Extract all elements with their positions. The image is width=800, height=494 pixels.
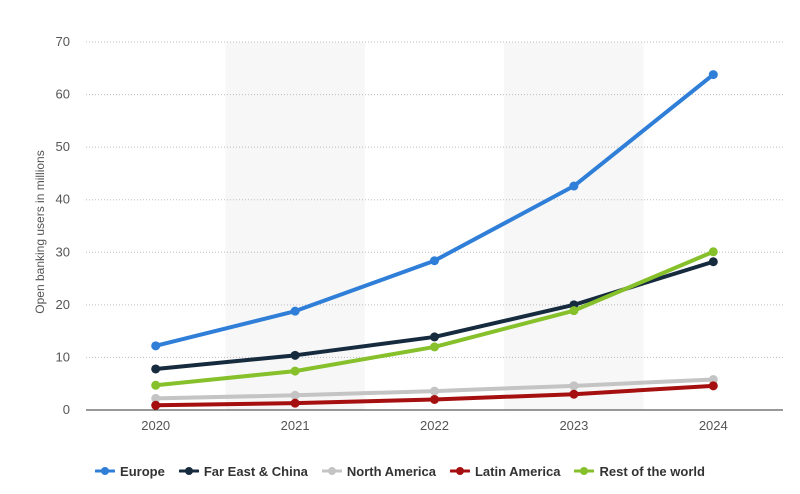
y-tick-label-30: 30: [56, 244, 70, 259]
gridlines: [86, 41, 783, 358]
y-tick-label-60: 60: [56, 87, 70, 102]
data-point-rest-of-the-world-2023[interactable]: [569, 306, 579, 316]
y-axis-ticks: 0 10 20 30 40 50 60 70: [56, 34, 70, 417]
x-tick-label-2023: 2023: [559, 418, 588, 433]
data-point-europe-2024[interactable]: [708, 70, 718, 80]
legend-label-rest-of-the-world: Rest of the world: [599, 463, 705, 479]
y-tick-label-50: 50: [56, 139, 70, 154]
x-tick-label-2020: 2020: [141, 418, 170, 433]
legend-item-europe[interactable]: Europe: [95, 464, 165, 479]
x-axis-ticks: 2020 2021 2022 2023 2024: [141, 418, 728, 433]
data-point-rest-of-the-world-2022[interactable]: [430, 342, 439, 352]
series-europe: [151, 70, 718, 351]
data-point-north-america-2020[interactable]: [151, 393, 161, 403]
y-tick-label-40: 40: [56, 192, 70, 207]
data-point-rest-of-the-world-2021[interactable]: [290, 366, 300, 376]
data-point-far-east-china-2022[interactable]: [430, 332, 439, 342]
data-point-rest-of-the-world-2024[interactable]: [708, 247, 718, 257]
data-point-europe-2020[interactable]: [151, 341, 161, 351]
legend-marker-latin-america: [449, 467, 470, 475]
y-tick-label-0: 0: [63, 402, 70, 417]
data-point-latin-america-2024[interactable]: [708, 381, 718, 391]
y-tick-label-70: 70: [56, 34, 70, 49]
line-chart: 0 10 20 30 40 50 60 70 2020 2021 2022 2023 2024 Ope…: [33, 34, 783, 433]
legend-item-north-america[interactable]: North America: [321, 463, 436, 479]
data-point-europe-2023[interactable]: [569, 181, 579, 191]
y-axis-label: Open banking users in millions: [33, 150, 47, 313]
legend-item-rest-of-the-world[interactable]: Rest of the world: [574, 463, 705, 479]
data-point-rest-of-the-world-2020[interactable]: [151, 380, 161, 390]
data-point-far-east-china-2021[interactable]: [290, 350, 300, 360]
data-point-latin-america-2023[interactable]: [569, 389, 579, 399]
data-point-far-east-china-2020[interactable]: [151, 364, 161, 374]
data-point-north-america-2022[interactable]: [430, 386, 439, 396]
data-point-north-america-2021[interactable]: [290, 390, 300, 400]
legend-label-latin-america: Latin America: [474, 463, 561, 479]
legend-label-north-america: North America: [346, 463, 436, 479]
y-tick-label-20: 20: [56, 297, 70, 312]
y-tick-label-10: 10: [56, 349, 70, 364]
alternating-column-bands: [225, 42, 644, 410]
legend-item-latin-america[interactable]: Latin America: [449, 463, 561, 479]
data-point-north-america-2023[interactable]: [569, 381, 579, 391]
data-point-far-east-china-2024[interactable]: [708, 257, 718, 267]
legend-label-europe: Europe: [120, 463, 165, 479]
legend-marker-far-east-china: [178, 467, 199, 475]
legend-item-far-east-china[interactable]: Far East & China: [178, 463, 308, 479]
x-tick-label-2024: 2024: [699, 418, 728, 433]
legend-label-far-east-china: Far East & China: [203, 463, 308, 479]
data-point-europe-2022[interactable]: [430, 256, 439, 266]
legend-marker-europe: [95, 467, 116, 475]
data-point-latin-america-2021[interactable]: [290, 398, 300, 408]
legend-marker-rest-of-the-world: [574, 467, 595, 475]
data-point-europe-2021[interactable]: [290, 306, 300, 316]
legend: Europe Far East & China North America Latin…: [0, 460, 800, 482]
data-point-north-america-2024[interactable]: [708, 375, 718, 385]
data-point-latin-america-2022[interactable]: [430, 394, 439, 404]
data-point-latin-america-2020[interactable]: [151, 400, 161, 410]
series-group: [151, 70, 718, 410]
series-north-america: [151, 375, 718, 403]
column-band-2023: [504, 42, 644, 410]
series-latin-america: [151, 381, 718, 410]
series-rest-of-the-world: [151, 247, 718, 390]
legend-marker-north-america: [321, 467, 342, 475]
x-tick-label-2021: 2021: [281, 418, 310, 433]
x-tick-label-2022: 2022: [420, 418, 449, 433]
